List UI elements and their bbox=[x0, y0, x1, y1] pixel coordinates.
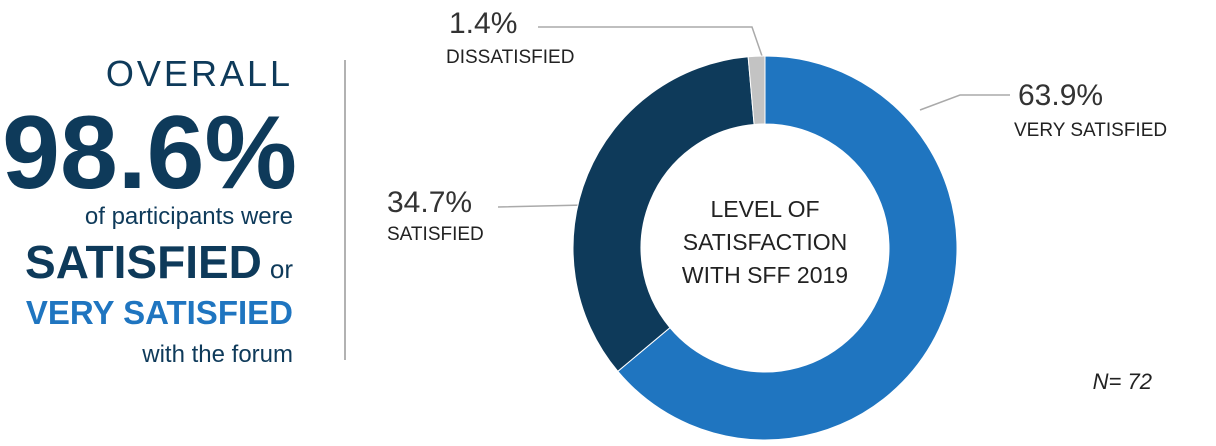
headline-figure: 98.6% bbox=[2, 95, 297, 211]
center-line: SATISFACTION bbox=[683, 229, 847, 255]
category-label: DISSATISFIED bbox=[446, 47, 574, 68]
leader-line bbox=[919, 94, 1010, 111]
value-label: 63.9% bbox=[1018, 79, 1103, 112]
slice bbox=[617, 55, 958, 441]
slice bbox=[572, 56, 755, 373]
category-label: SATISFIED bbox=[387, 224, 484, 245]
satisfied-word: SATISFIED bbox=[25, 236, 262, 288]
slice bbox=[747, 55, 766, 126]
center-label: LEVEL OF SATISFACTION WITH SFF 2019 bbox=[682, 196, 848, 288]
summary-panel: OVERALL 98.6% of participants were SATIS… bbox=[2, 53, 297, 368]
value-label: 34.7% bbox=[387, 186, 472, 219]
sample-note: N= 72 bbox=[1093, 369, 1152, 394]
center-line: WITH SFF 2019 bbox=[682, 262, 848, 288]
value-label: 1.4% bbox=[449, 7, 517, 40]
or-word: or bbox=[270, 254, 293, 284]
donut bbox=[572, 55, 958, 441]
summary-line: of participants were bbox=[85, 203, 293, 230]
heading: OVERALL bbox=[106, 53, 293, 94]
summary-line: with the forum bbox=[141, 341, 293, 368]
center-line: LEVEL OF bbox=[710, 196, 819, 222]
leader-line bbox=[538, 26, 763, 57]
satisfied-text: SATISFIED or bbox=[25, 236, 293, 288]
category-label: VERY SATISFIED bbox=[1014, 120, 1167, 141]
very-satisfied-text: VERY SATISFIED bbox=[26, 294, 293, 331]
